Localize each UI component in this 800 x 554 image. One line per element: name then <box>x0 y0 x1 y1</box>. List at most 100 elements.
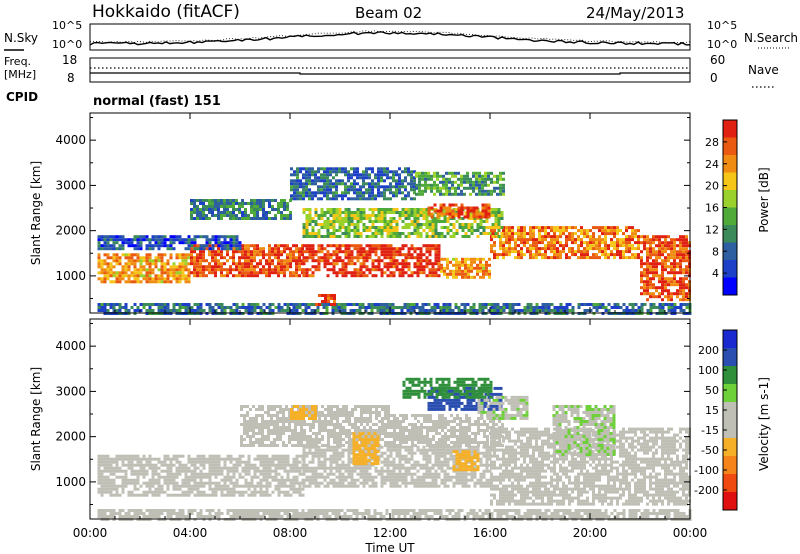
data-cell <box>262 205 265 208</box>
data-cell <box>235 247 239 251</box>
data-cell <box>169 469 173 473</box>
data-cell <box>157 235 161 239</box>
data-cell <box>265 306 269 309</box>
data-cell <box>350 182 353 186</box>
data-cell <box>487 215 491 219</box>
data-cell <box>214 490 218 494</box>
data-cell <box>646 512 650 515</box>
data-cell <box>109 247 113 251</box>
data-cell <box>448 306 452 309</box>
data-cell <box>362 185 365 189</box>
data-cell <box>356 176 359 180</box>
data-cell <box>160 512 164 515</box>
data-cell <box>478 180 481 184</box>
data-cell <box>139 280 143 284</box>
data-cell <box>154 235 158 239</box>
data-cell <box>115 493 119 497</box>
data-cell <box>364 512 368 515</box>
data-cell <box>226 208 229 211</box>
data-cell <box>208 306 212 309</box>
data-cell <box>392 211 396 214</box>
data-cell <box>247 303 251 306</box>
data-cell <box>607 229 610 233</box>
data-cell <box>529 253 532 257</box>
data-cell <box>205 217 208 220</box>
data-cell <box>223 484 227 488</box>
data-cell <box>457 212 461 216</box>
data-cell <box>362 176 365 180</box>
data-cell <box>478 183 481 187</box>
data-cell <box>434 253 438 257</box>
data-cell <box>169 268 173 272</box>
data-cell <box>397 512 401 515</box>
data-cell <box>217 454 221 458</box>
data-cell <box>253 509 257 512</box>
data-cell <box>187 466 191 470</box>
data-cell <box>428 253 432 257</box>
data-cell <box>208 238 212 242</box>
data-cell <box>202 274 205 278</box>
data-cell <box>196 211 199 214</box>
data-cell <box>220 484 224 488</box>
data-cell <box>112 259 116 263</box>
data-cell <box>343 515 347 518</box>
data-cell <box>214 256 217 260</box>
data-cell <box>421 183 424 187</box>
data-cell <box>446 232 450 235</box>
data-cell <box>532 256 535 260</box>
data-cell <box>637 247 640 251</box>
data-cell <box>163 303 167 306</box>
data-cell <box>652 286 655 290</box>
data-cell <box>385 509 389 512</box>
data-cell <box>410 253 414 257</box>
data-cell <box>464 263 467 267</box>
data-cell <box>445 509 449 512</box>
data-cell <box>437 253 441 257</box>
data-cell <box>326 173 329 177</box>
data-cell <box>163 490 167 494</box>
data-cell <box>407 170 410 174</box>
data-cell <box>268 250 271 254</box>
data-cell <box>229 199 232 202</box>
data-cell <box>685 515 689 518</box>
data-cell <box>418 509 422 512</box>
data-cell <box>181 271 185 275</box>
data-cell <box>315 303 318 306</box>
data-cell <box>169 481 173 485</box>
data-cell <box>199 515 203 518</box>
data-cell <box>472 171 475 175</box>
data-cell <box>280 214 283 217</box>
data-cell <box>100 454 104 458</box>
data-cell <box>332 223 336 226</box>
data-cell <box>365 253 369 257</box>
data-cell <box>268 259 271 263</box>
data-cell <box>305 247 309 251</box>
data-cell <box>223 235 227 239</box>
data-cell <box>344 188 347 192</box>
data-cell <box>487 309 491 312</box>
data-cell <box>332 214 336 217</box>
data-cell <box>517 515 521 518</box>
data-cell <box>169 515 173 518</box>
data-cell <box>344 250 348 254</box>
data-cell <box>226 490 230 494</box>
data-cell <box>610 306 614 309</box>
data-cell <box>583 232 586 236</box>
data-cell <box>601 306 605 309</box>
data-cell <box>380 167 383 171</box>
data-cell <box>151 244 155 248</box>
data-cell <box>205 244 209 248</box>
data-cell <box>338 226 342 229</box>
data-cell <box>142 256 146 260</box>
data-cell <box>371 188 374 192</box>
data-cell <box>386 229 390 232</box>
data-cell <box>172 509 176 512</box>
data-cell <box>664 256 667 260</box>
data-cell <box>383 265 387 269</box>
data-cell <box>370 306 374 309</box>
data-cell <box>553 256 556 260</box>
data-cell <box>190 217 193 220</box>
data-cell <box>389 217 393 220</box>
data-cell <box>619 238 622 242</box>
data-cell <box>598 515 602 518</box>
